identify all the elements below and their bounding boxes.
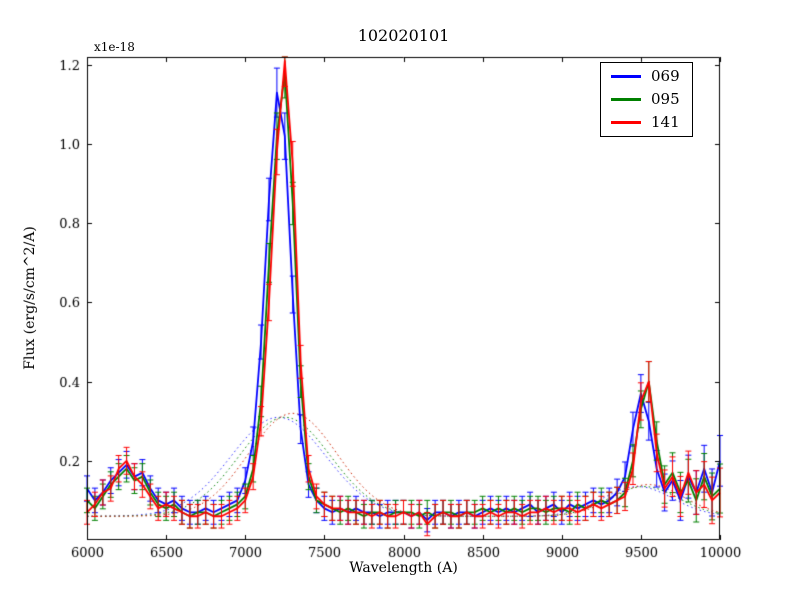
chart-title: 102020101 — [357, 26, 450, 45]
legend-label-069: 069 — [651, 67, 680, 85]
y-axis-offset-label: x1e-18 — [94, 40, 135, 54]
legend-item-141: 141 — [611, 114, 680, 131]
legend: 069 095 141 — [600, 62, 693, 137]
legend-swatch-095 — [611, 98, 641, 101]
legend-item-095: 095 — [611, 91, 680, 108]
legend-label-141: 141 — [651, 113, 680, 131]
legend-swatch-069 — [611, 75, 641, 78]
x-axis-label: Wavelength (A) — [349, 560, 458, 576]
legend-label-095: 095 — [651, 90, 680, 108]
y-axis-label: Flux (erg/s/cm^2/A) — [22, 226, 38, 370]
legend-swatch-141 — [611, 121, 641, 124]
legend-item-069: 069 — [611, 68, 680, 85]
